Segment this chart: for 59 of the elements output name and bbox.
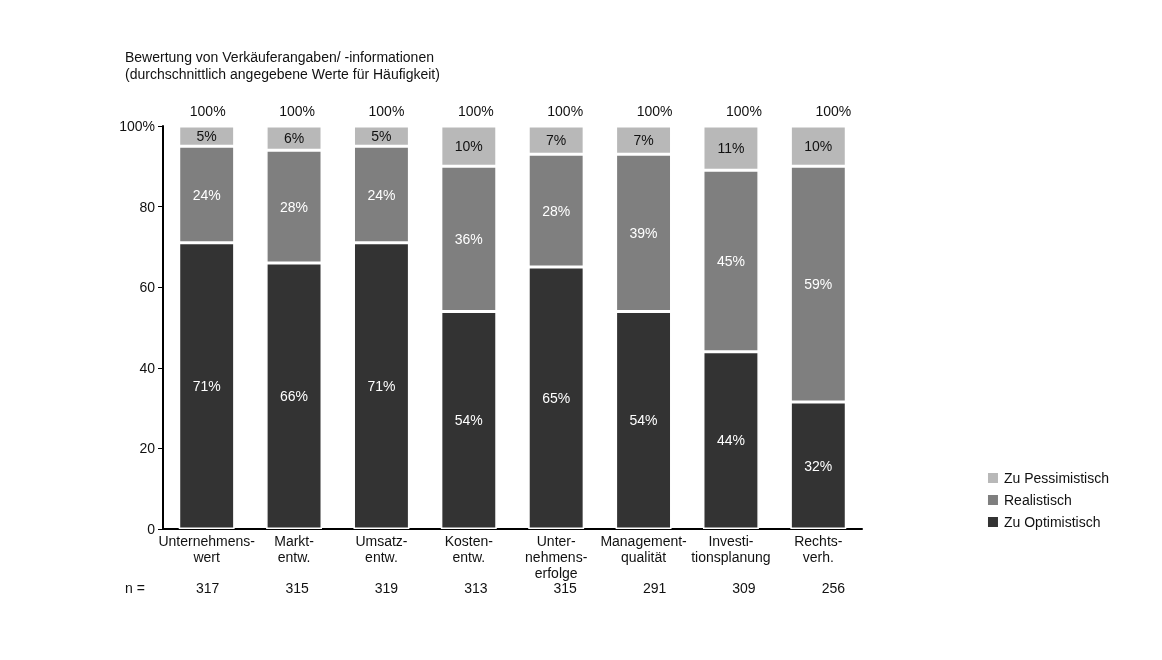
data-label: 10% — [454, 138, 483, 155]
y-tick-label: 60 — [139, 279, 156, 296]
data-label: 24% — [192, 186, 221, 203]
total-label: 100% — [457, 103, 494, 119]
data-label: 65% — [542, 390, 571, 407]
data-label: 66% — [280, 388, 309, 405]
text: 317 — [196, 580, 220, 596]
text: 309 — [732, 580, 756, 596]
legend-label: Zu Pessimistisch — [1003, 470, 1110, 486]
x-tick-label: Markt- entw. — [274, 533, 315, 565]
x-tick-label: Unternehmens- wert — [158, 533, 256, 565]
total-label: 100% — [636, 103, 673, 119]
data-label: 7% — [546, 132, 567, 149]
data-label: 71% — [192, 377, 221, 394]
total-label: 100% — [726, 103, 762, 119]
text: 291 — [642, 580, 667, 596]
data-label: 36% — [454, 230, 483, 247]
x-tick-label: Investi- tionsplanung — [691, 533, 771, 565]
y-tick-label: 20 — [139, 440, 156, 457]
text: 315 — [285, 580, 309, 596]
text: 315 — [553, 580, 578, 596]
total-label: 100% — [279, 103, 315, 119]
data-label: 44% — [716, 432, 745, 449]
data-label: 59% — [804, 276, 833, 293]
data-label: 11% — [717, 140, 745, 157]
data-label: 28% — [280, 198, 309, 215]
x-tick-label: Kosten- entw. — [444, 533, 494, 565]
data-label: 54% — [454, 412, 483, 429]
data-label: 6% — [283, 130, 305, 147]
x-tick-label: Umsatz- entw. — [355, 533, 408, 565]
total-label: 100% — [815, 103, 852, 119]
data-label: 7% — [633, 132, 654, 149]
data-label: 32% — [804, 457, 833, 474]
data-label: 54% — [629, 412, 658, 429]
total-label: 100% — [368, 103, 405, 119]
x-tick-label: Management- qualität — [600, 533, 688, 565]
text: 313 — [464, 580, 488, 596]
x-tick-label: Unter- nehmens- erfolge — [525, 533, 588, 581]
chart-title: Bewertung von Verkäuferangaben/ -informationen (durchschnittlich angegebene Werte für Häufigkeit) — [125, 48, 440, 82]
data-label: 5% — [371, 128, 392, 145]
y-tick-label: 40 — [139, 359, 156, 376]
total-label: 100% — [547, 103, 584, 119]
text: 319 — [374, 580, 399, 596]
x-tick-label: Rechts- verh. — [794, 533, 843, 565]
total-label: 100% — [189, 103, 226, 119]
data-label: 71% — [367, 377, 396, 394]
data-label: 39% — [629, 224, 658, 241]
data-label: 45% — [716, 253, 745, 270]
y-tick-label: 100% — [119, 118, 155, 134]
text: n = — [125, 580, 145, 596]
text: 256 — [821, 580, 846, 596]
legend-label: Realistisch — [1003, 492, 1072, 508]
data-label: 28% — [542, 202, 571, 219]
legend-label: Zu Optimistisch — [1003, 514, 1101, 530]
data-label: 10% — [804, 138, 833, 155]
data-label: 24% — [367, 186, 396, 203]
y-tick-label: 80 — [139, 198, 156, 215]
y-tick-label: 0 — [147, 521, 156, 537]
data-label: 5% — [196, 128, 217, 145]
